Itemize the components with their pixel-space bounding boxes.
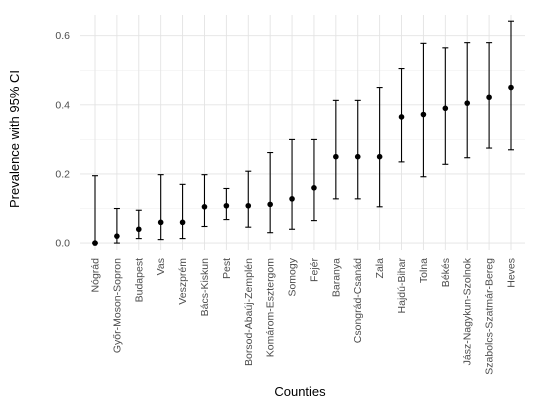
data-point: [376, 153, 383, 160]
error-bar: [135, 209, 142, 240]
data-point: [398, 114, 405, 120]
error-bar: [92, 175, 98, 244]
x-tick-label: Borsod-Abaúj-Zemplén: [243, 258, 255, 366]
x-tick-label: Somogy: [287, 257, 299, 296]
grid: [80, 15, 525, 250]
error-bar: [376, 87, 383, 208]
error-bar: [201, 174, 208, 228]
x-tick-label: Komárom-Esztergom: [265, 258, 277, 357]
data-point: [92, 240, 98, 246]
error-bars: [92, 20, 514, 244]
data-point: [223, 202, 230, 209]
x-tick-label: Bács-Kiskun: [199, 258, 211, 317]
data-point: [201, 204, 208, 210]
x-tick-label: Heves: [506, 258, 518, 288]
data-point: [179, 219, 186, 226]
data-point: [486, 94, 492, 101]
data-point: [420, 111, 427, 118]
x-tick-label: Nógrád: [90, 258, 102, 293]
x-tick-label: Tolna: [418, 258, 430, 283]
y-tick-label: 0.4: [55, 99, 70, 111]
error-bar: [289, 138, 296, 230]
y-tick-label: 0.6: [55, 30, 70, 42]
x-axis-title: Counties: [274, 384, 326, 399]
x-tick-label: Jász-Nagykun-Szolnok: [462, 257, 474, 365]
data-point: [245, 202, 252, 209]
x-tick-label: Győr-Moson-Sopron: [111, 258, 123, 353]
x-tick-label: Fejér: [308, 258, 320, 282]
error-bar: [267, 151, 274, 234]
x-tick-label: Budapest: [133, 258, 145, 302]
y-tick-label: 0.2: [55, 168, 70, 180]
data-point: [267, 201, 273, 208]
data-point: [289, 196, 295, 202]
error-bar: [310, 138, 317, 222]
data-point: [157, 219, 164, 226]
error-bar: [332, 99, 339, 200]
error-bar: [245, 170, 252, 228]
x-tick-label: Zala: [374, 258, 386, 279]
data-point: [135, 226, 142, 233]
data-point: [508, 84, 514, 91]
error-bar: [354, 99, 361, 200]
y-axis-ticks: 0.0 0.2 0.4 0.6: [55, 30, 70, 249]
data-point: [464, 100, 471, 106]
data-point: [114, 233, 120, 239]
data-point: [311, 184, 317, 191]
error-bar: [420, 42, 427, 178]
data-points: [92, 84, 514, 246]
error-bar: [157, 174, 164, 241]
x-tick-label: Szabolcs-Szatmár-Bereg: [484, 258, 496, 375]
x-axis-ticks: Nógrád Győr-Moson-Sopron Budapest Vas Veszpr…: [90, 257, 518, 374]
x-tick-label: Vas: [155, 258, 167, 275]
x-tick-label: Csongrád-Csanád: [352, 258, 364, 343]
error-bar: [179, 183, 186, 240]
x-tick-label: Hajdú-Bihar: [396, 258, 408, 314]
x-tick-label: Baranya: [330, 258, 342, 297]
data-point: [354, 153, 361, 160]
y-axis-title: Prevalence with 95% CI: [7, 70, 22, 208]
x-tick-label: Pest: [221, 258, 233, 279]
data-point: [442, 105, 449, 112]
x-tick-label: Veszprém: [177, 258, 189, 305]
error-bar: [464, 42, 471, 159]
data-point: [333, 153, 339, 160]
y-tick-label: 0.0: [55, 238, 70, 250]
x-tick-label: Békés: [440, 258, 452, 287]
